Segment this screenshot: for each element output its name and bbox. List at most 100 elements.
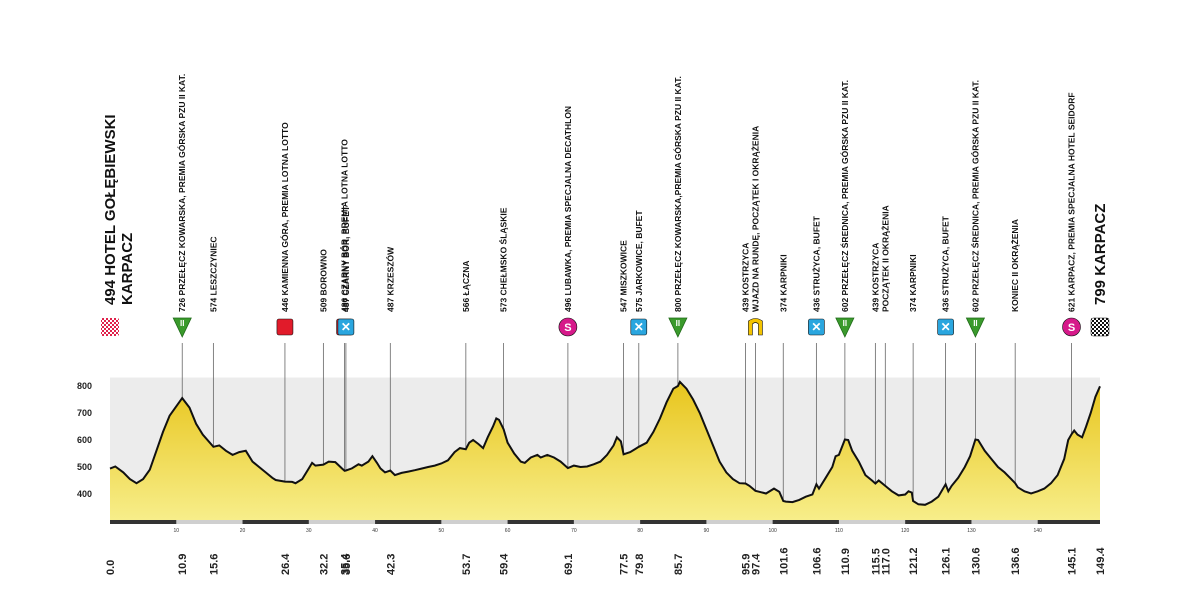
waypoint-km: 121.2 xyxy=(908,547,920,575)
x-axis-segment xyxy=(507,520,574,524)
waypoint-label: 439 KOSTRZYCA xyxy=(740,243,750,312)
waypoint-km: 79.8 xyxy=(634,554,646,575)
waypoint-markers xyxy=(181,343,1072,502)
x-tick-label: 100 xyxy=(768,528,777,534)
elevation-area xyxy=(110,381,1100,520)
waypoint-km: 15.6 xyxy=(208,554,220,575)
feed-zone-icon xyxy=(337,318,355,336)
waypoint-km: 85.7 xyxy=(673,554,685,575)
y-tick-label: 800 xyxy=(77,381,92,391)
waypoint-km: 35.4 xyxy=(340,553,352,575)
waypoint-label: KONIEC II OKRĄŻENIA xyxy=(1010,219,1020,312)
feed-zone-icon xyxy=(808,318,825,336)
x-tick-label: 60 xyxy=(505,528,511,534)
waypoint-km: 145.1 xyxy=(1067,547,1079,575)
x-axis-segment xyxy=(375,520,442,524)
x-tick-label: 110 xyxy=(835,528,843,534)
mountain-prize-icon xyxy=(965,317,986,338)
waypoint-label: 486 CZARNY BÓR, PREMIA LOTNA LOTTO xyxy=(339,139,350,312)
x-axis: 10 20 30 40 50 60 70 80 90 100 110 120 130 140 xyxy=(110,520,1100,534)
waypoint-label: 547 MISZKOWICE xyxy=(619,240,629,312)
waypoint-label: 726 PRZEŁĘCZ KOWARSKA, PREMIA GÓRSKA PZU… xyxy=(176,74,187,312)
feed-zone-cross: ✕ xyxy=(341,320,351,334)
x-axis-segment xyxy=(905,520,972,524)
waypoint-label: 436 STRUŻYCA, BUFET xyxy=(811,215,821,312)
mountain-prize-icon xyxy=(835,317,855,338)
waypoint-label: 509 BOROWNO xyxy=(318,249,328,312)
waypoint-label: 446 KAMIENNA GÓRA, PREMIA LOTNA LOTTO xyxy=(279,122,290,312)
special-prize-letter: S xyxy=(564,322,571,334)
feed-zone-cross: ✕ xyxy=(634,320,644,334)
y-tick-label: 500 xyxy=(77,462,92,472)
waypoint-label: WJAZD NA RUNDĘ, POCZĄTEK I OKRĄŻENIA xyxy=(750,126,760,312)
waypoint-km: 149.4 xyxy=(1095,547,1107,575)
mountain-prize-icon xyxy=(668,317,688,338)
x-axis-segment xyxy=(110,520,177,524)
feed-zone-icon xyxy=(937,318,954,336)
x-tick-label: 20 xyxy=(240,528,246,534)
waypoint-label: POCZĄTEK II OKRĄŻENIA xyxy=(880,205,890,312)
waypoint-label: 799 KARPACZ xyxy=(1092,204,1109,305)
waypoint-km: 42.3 xyxy=(385,554,397,575)
y-tick-label: 700 xyxy=(77,408,92,418)
waypoint-km: 136.6 xyxy=(1010,547,1022,575)
waypoint-label: 566 ŁĄCZNA xyxy=(461,261,471,312)
waypoint-icons: II ✕ S ✕ II ✕ II ✕ II S xyxy=(101,317,1110,338)
x-tick-label: 50 xyxy=(439,528,445,534)
feed-zone-cross: ✕ xyxy=(811,320,821,334)
finish-flag-icon xyxy=(1090,317,1110,337)
waypoint-km: 95.9 xyxy=(740,554,752,575)
waypoint-km: 97.4 xyxy=(750,553,762,575)
waypoint-label: 487 CZARNY BÓR, BUFET xyxy=(340,205,351,312)
x-tick-label: 120 xyxy=(901,528,910,534)
x-tick-label: 30 xyxy=(306,528,312,534)
waypoint-km: 106.6 xyxy=(811,547,823,575)
waypoint-km: 130.6 xyxy=(970,547,982,575)
waypoint-label: 621 KARPACZ, PREMIA SPECJALNA HOTEL SEID… xyxy=(1067,92,1077,312)
waypoint-label: 374 KARPNIKI xyxy=(778,254,788,312)
waypoint-label: 496 LUBAWKA, PREMIA SPECJALNA DECATHLON xyxy=(563,106,573,312)
feed-zone-icon xyxy=(630,318,648,336)
y-tick-label: 600 xyxy=(77,435,92,445)
waypoint-label: 573 CHEŁMSKO ŚLĄSKIE xyxy=(498,207,509,312)
waypoint-km: 126.1 xyxy=(941,547,953,575)
waypoint-label: 494 HOTEL GOŁĘBIEWSKI xyxy=(102,114,119,305)
x-axis-segment xyxy=(640,520,707,524)
waypoint-distances: 0.0 10.9 15.6 26.4 32.2 35.435.6 42.3 53.7 59.4 6… xyxy=(105,547,1107,575)
waypoint-label: 602 PRZEŁĘCZ ŚREDNICA, PREMIA GÓRSKA PZU… xyxy=(969,80,980,312)
waypoint-km: 117.0 xyxy=(880,548,892,575)
waypoint-km: 0.0 xyxy=(105,560,117,575)
mountain-prize-icon xyxy=(172,317,192,338)
waypoint-label: 436 STRUŻYCA, BUFET xyxy=(941,215,951,312)
waypoint-km: 10.9 xyxy=(177,554,189,575)
mountain-prize-category: II xyxy=(973,319,977,328)
waypoint-km: 115.5 xyxy=(870,548,882,575)
waypoint-km: 26.4 xyxy=(280,553,292,575)
mountain-prize-category: II xyxy=(676,319,680,328)
special-prize-letter: S xyxy=(1068,322,1075,334)
x-tick-label: 140 xyxy=(1034,528,1043,534)
x-axis-segment xyxy=(1037,520,1100,524)
waypoint-label: 800 PRZEŁĘCZ KOWARSKA,PREMIA GÓRSKA PZU … xyxy=(672,76,683,312)
x-tick-label: 40 xyxy=(372,528,378,534)
y-axis: 400 500 600 700 800 xyxy=(77,381,92,499)
loop-entry-icon xyxy=(748,318,763,336)
x-axis-bar xyxy=(110,520,1100,524)
x-tick-label: 90 xyxy=(704,528,710,534)
waypoint-km: 69.1 xyxy=(563,554,575,575)
waypoint-km: 35.6 xyxy=(341,554,353,575)
waypoint-label-line2: KARPACZ xyxy=(119,233,136,305)
special-prize-icon xyxy=(558,317,578,337)
start-flag-icon xyxy=(101,318,119,336)
x-axis-segment xyxy=(242,520,309,524)
x-tick-label: 70 xyxy=(571,528,577,534)
waypoint-km: 101.6 xyxy=(778,547,790,575)
y-tick-label: 400 xyxy=(77,489,92,499)
waypoint-label: 602 PRZEŁĘCZ ŚREDNICA, PREMIA GÓRSKA PZU… xyxy=(839,80,850,312)
waypoint-label: 374 KARPNIKI xyxy=(908,254,918,312)
waypoint-label: 439 KOSTRZYCA xyxy=(870,243,880,312)
x-axis-segment xyxy=(772,520,839,524)
mountain-prize-category: II xyxy=(843,319,847,328)
waypoint-km: 32.2 xyxy=(318,554,330,575)
